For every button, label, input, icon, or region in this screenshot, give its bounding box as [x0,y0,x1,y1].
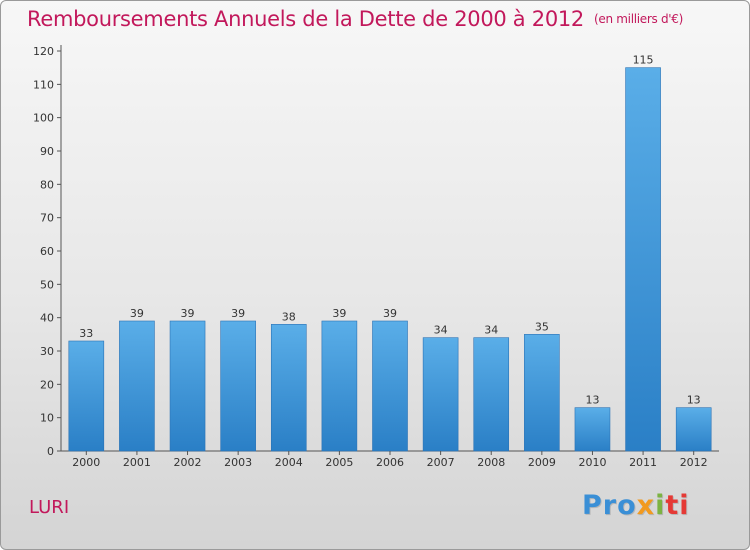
y-tick-label: 120 [33,45,54,58]
x-tick-label: 2006 [376,456,404,469]
y-tick-label: 10 [40,412,54,425]
bar-value-label: 33 [79,327,93,340]
bar [321,320,358,452]
x-tick-label: 2009 [528,456,556,469]
logo-part-3: i [655,490,666,521]
bar [372,320,408,452]
logo-part-1: Pro [582,490,637,521]
chart-title: Remboursements Annuels de la Dette de 20… [27,7,683,31]
x-tick-label: 2004 [275,456,303,469]
y-tick-label: 90 [40,145,54,158]
bar-value-label: 38 [282,310,296,323]
y-tick-label: 80 [40,178,54,191]
bar [220,320,256,452]
bar [473,337,510,452]
bar [68,340,105,452]
bar-value-label: 34 [434,324,448,337]
logo-part-2: x [636,490,656,521]
x-tick-label: 2000 [72,456,100,469]
bar-value-label: 35 [535,320,549,333]
chart-title-text: Remboursements Annuels de la Dette de 20… [27,7,584,31]
x-tick-label: 2011 [629,456,657,469]
bar [625,67,661,452]
logo-part-4: ti [665,490,690,521]
bar-value-label: 39 [181,307,195,320]
bar-value-label: 13 [585,394,599,407]
chart-unit: (en milliers d'€) [594,12,684,26]
x-tick-label: 2001 [123,456,151,469]
y-tick-label: 50 [40,278,54,291]
bar-value-label: 34 [484,324,498,337]
bar [169,320,206,452]
x-tick-label: 2005 [325,456,353,469]
bar [675,407,712,452]
bar [119,320,155,452]
y-tick-label: 60 [40,245,54,258]
x-tick-label: 2002 [174,456,202,469]
bar-value-label: 39 [383,307,397,320]
bar [270,324,307,452]
bar [524,334,560,452]
y-tick-label: 100 [33,112,54,125]
bar [422,337,459,452]
commune-name: LURI [29,497,70,518]
x-tick-label: 2007 [427,456,455,469]
x-tick-label: 2010 [578,456,606,469]
x-tick-label: 2008 [477,456,505,469]
y-tick-label: 30 [40,345,54,358]
y-tick-label: 0 [47,445,54,458]
y-tick-label: 70 [40,212,54,225]
bar-value-label: 39 [130,307,144,320]
y-tick-label: 40 [40,312,54,325]
bar [574,407,611,452]
bar-value-label: 39 [332,307,346,320]
bar-value-label: 39 [231,307,245,320]
x-tick-label: 2012 [680,456,708,469]
proxiti-logo: Proxiti [582,490,690,521]
x-tick-label: 2003 [224,456,252,469]
bar-value-label: 13 [687,394,701,407]
bar-value-label: 115 [633,54,654,67]
y-tick-label: 20 [40,378,54,391]
y-tick-label: 110 [33,78,54,91]
